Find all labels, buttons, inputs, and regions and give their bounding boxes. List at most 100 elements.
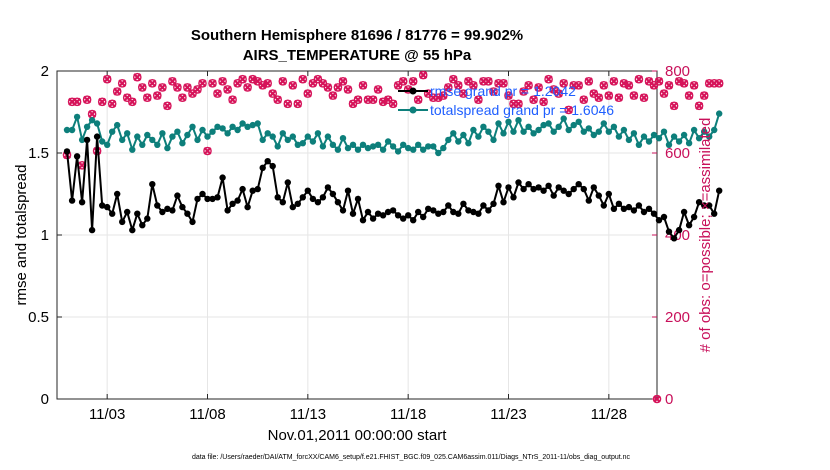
obs-possible-marker bbox=[413, 95, 423, 104]
rmse-point bbox=[690, 213, 698, 221]
rmse-point bbox=[299, 194, 306, 201]
rmse-point bbox=[119, 218, 126, 226]
obs-assimilated-marker bbox=[444, 83, 453, 92]
obs-possible-marker bbox=[178, 93, 187, 102]
rmse-point bbox=[264, 158, 271, 165]
rmse-point bbox=[139, 222, 146, 229]
obs-possible-marker bbox=[489, 87, 498, 96]
obs-possible-marker bbox=[117, 79, 127, 88]
rmse-point bbox=[480, 202, 487, 209]
rmse-point bbox=[475, 210, 482, 217]
obs-possible-marker bbox=[453, 81, 463, 90]
x-tick-label: 11/28 bbox=[591, 406, 627, 423]
axis-ticks: 11/03 11/08 11/13 11/18 11/23 11/2800.511.520… bbox=[28, 63, 690, 423]
obs-assimilated-marker bbox=[193, 85, 202, 94]
rmse-point bbox=[415, 208, 422, 216]
obs-assimilated-marker bbox=[158, 83, 167, 92]
rmse-point bbox=[711, 210, 718, 217]
obs-possible-marker bbox=[318, 79, 328, 88]
obs-possible-marker bbox=[373, 85, 383, 94]
totalspread-point bbox=[405, 144, 412, 152]
rmse-point bbox=[430, 207, 437, 214]
obs-possible-marker bbox=[549, 85, 559, 94]
obs-possible-marker bbox=[388, 99, 398, 109]
rmse-point bbox=[635, 202, 643, 209]
rmse-point bbox=[234, 197, 241, 204]
obs-assimilated-marker bbox=[670, 101, 679, 110]
obs-possible-marker bbox=[529, 95, 538, 104]
totalspread-point bbox=[635, 141, 643, 148]
rmse-point bbox=[349, 210, 357, 217]
rmse-point bbox=[420, 213, 427, 221]
rmse-point bbox=[194, 195, 201, 203]
totalspread-point bbox=[184, 131, 191, 139]
obs-assimilated-marker bbox=[288, 81, 297, 90]
y-tick-label-right: 600 bbox=[665, 145, 690, 162]
totalspread-point bbox=[359, 141, 367, 148]
totalspread-point bbox=[460, 131, 467, 139]
rmse-point bbox=[144, 215, 151, 222]
rmse-point bbox=[204, 195, 211, 203]
obs-assimilated-marker bbox=[369, 95, 378, 104]
totalspread-point bbox=[194, 136, 201, 144]
obs-assimilated-marker bbox=[243, 83, 252, 92]
obs-assimilated-marker bbox=[263, 79, 272, 88]
obs-assimilated-marker bbox=[374, 85, 383, 94]
obs-possible-marker bbox=[639, 93, 649, 102]
obs-assimilated-marker bbox=[183, 83, 192, 92]
totalspread-point bbox=[99, 138, 106, 145]
rmse-point bbox=[334, 199, 342, 206]
rmse-point bbox=[510, 194, 517, 201]
totalspread-point bbox=[209, 128, 216, 135]
totalspread-point bbox=[159, 130, 166, 137]
x-tick-label: 11/23 bbox=[490, 406, 526, 423]
obs-possible-marker bbox=[554, 89, 564, 98]
obs-assimilated-marker bbox=[399, 77, 408, 86]
obs-assimilated-marker bbox=[484, 77, 493, 86]
rmse-point bbox=[405, 212, 412, 219]
obs-assimilated-marker bbox=[519, 87, 528, 96]
legend-rmse-marker bbox=[409, 87, 417, 95]
obs-assimilated-marker bbox=[108, 99, 117, 108]
rmse-point bbox=[560, 187, 567, 194]
totalspread-point bbox=[706, 133, 713, 140]
totalspread-point bbox=[535, 126, 542, 134]
obs-possible-marker bbox=[102, 74, 112, 84]
obs-assimilated-marker bbox=[609, 77, 618, 86]
totalspread-point bbox=[435, 149, 442, 157]
rmse-point bbox=[229, 200, 236, 207]
obs-assimilated-marker bbox=[88, 110, 97, 119]
obs-possible-marker bbox=[353, 95, 363, 104]
totalspread-point bbox=[294, 141, 301, 148]
rmse-point bbox=[389, 207, 397, 214]
rmse-point bbox=[179, 203, 186, 211]
obs-possible-marker bbox=[122, 93, 132, 102]
y-tick-label-left: 0 bbox=[41, 391, 49, 408]
obs-assimilated-marker bbox=[469, 81, 478, 90]
totalspread-point bbox=[475, 133, 482, 140]
obs-assimilated-marker bbox=[449, 75, 458, 84]
rmse-point bbox=[164, 205, 171, 212]
obs-assimilated-marker bbox=[163, 101, 172, 110]
rmse-point bbox=[214, 194, 221, 201]
y-tick-label-left: 1 bbox=[41, 227, 49, 244]
rmse-point bbox=[359, 217, 367, 224]
rmse-point bbox=[605, 190, 612, 198]
totalspread-point bbox=[701, 128, 708, 135]
rmse-point bbox=[384, 208, 392, 216]
obs-possible-marker bbox=[398, 77, 408, 86]
obs-assimilated-marker bbox=[660, 89, 669, 98]
totalspread-point bbox=[104, 141, 111, 148]
obs-possible-marker bbox=[278, 77, 288, 86]
obs-possible-marker bbox=[112, 87, 122, 96]
obs-possible-marker bbox=[629, 91, 639, 100]
rmse-point bbox=[329, 190, 337, 198]
rmse-point bbox=[224, 207, 231, 214]
totalspread-point bbox=[179, 140, 186, 147]
totalspread-point bbox=[415, 141, 422, 148]
x-tick-label: 11/18 bbox=[390, 406, 426, 423]
totalspread-point bbox=[379, 146, 387, 153]
totalspread-point bbox=[711, 126, 718, 134]
obs-assimilated-marker bbox=[258, 81, 267, 90]
totalspread-point bbox=[695, 135, 703, 142]
